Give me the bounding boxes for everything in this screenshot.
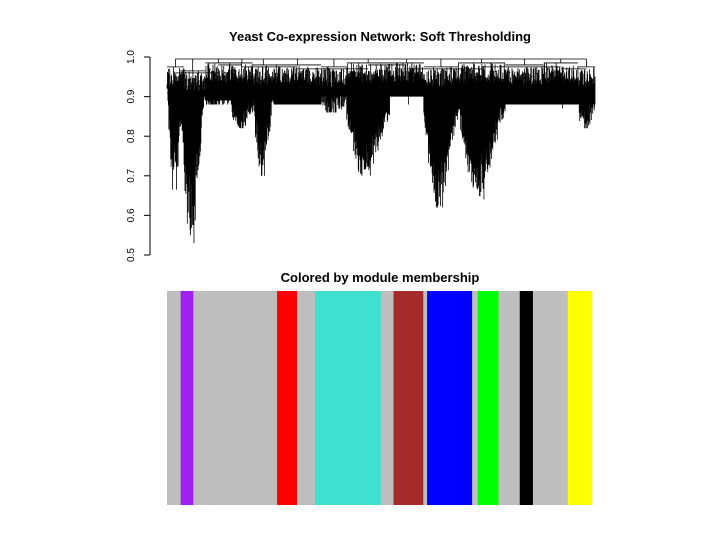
module-segment-7 [393,291,424,505]
dendrogram-cluster-2 [205,62,232,105]
module-segment-13 [519,291,534,505]
dendrogram-cluster-5 [273,64,322,105]
y-tick-label: 0.6 [126,208,137,222]
y-tick-label: 1.0 [126,50,137,64]
module-segment-15 [567,291,593,505]
module-segment-12 [498,291,521,505]
y-tick-label: 0.8 [126,129,137,143]
module-segment-11 [477,291,499,505]
module-segment-2 [193,291,278,505]
y-tick-label: 0.7 [126,168,137,182]
y-tick-label: 0.5 [126,248,137,262]
module-segment-3 [277,291,298,505]
module-segment-1 [180,291,194,505]
module-segment-10 [472,291,478,505]
module-color-bar [167,291,593,505]
dendrogram-cluster-4 [252,64,275,176]
module-segment-0 [167,291,181,505]
module-segment-8 [423,291,428,505]
dendrogram-cluster-12 [543,62,579,109]
dendrogram-cluster-3 [230,62,254,129]
y-tick-label: 0.9 [126,89,137,103]
dendrogram-cluster-7 [346,62,390,176]
dendrogram-cluster-13 [577,66,596,129]
dendrogram-cluster-8 [389,62,425,105]
color-bar-title: Colored by module membership [281,270,480,285]
dendrogram-cluster-9 [423,66,459,208]
dendrogram-branches [166,58,596,244]
module-segment-9 [427,291,473,505]
dendrogram-title: Yeast Co-expression Network: Soft Thresh… [229,29,531,44]
dendrogram-cluster-10 [457,62,506,200]
dendrogram-cluster-11 [504,64,545,105]
module-segment-5 [314,291,382,505]
module-segment-4 [297,291,316,505]
dendrogram-cluster-1 [179,70,206,244]
module-segment-6 [380,291,394,505]
y-axis: 0.5 0.6 0.7 0.8 0.9 1.0 [126,50,151,262]
module-segment-14 [532,291,569,505]
dendrogram-cluster-6 [320,66,348,113]
